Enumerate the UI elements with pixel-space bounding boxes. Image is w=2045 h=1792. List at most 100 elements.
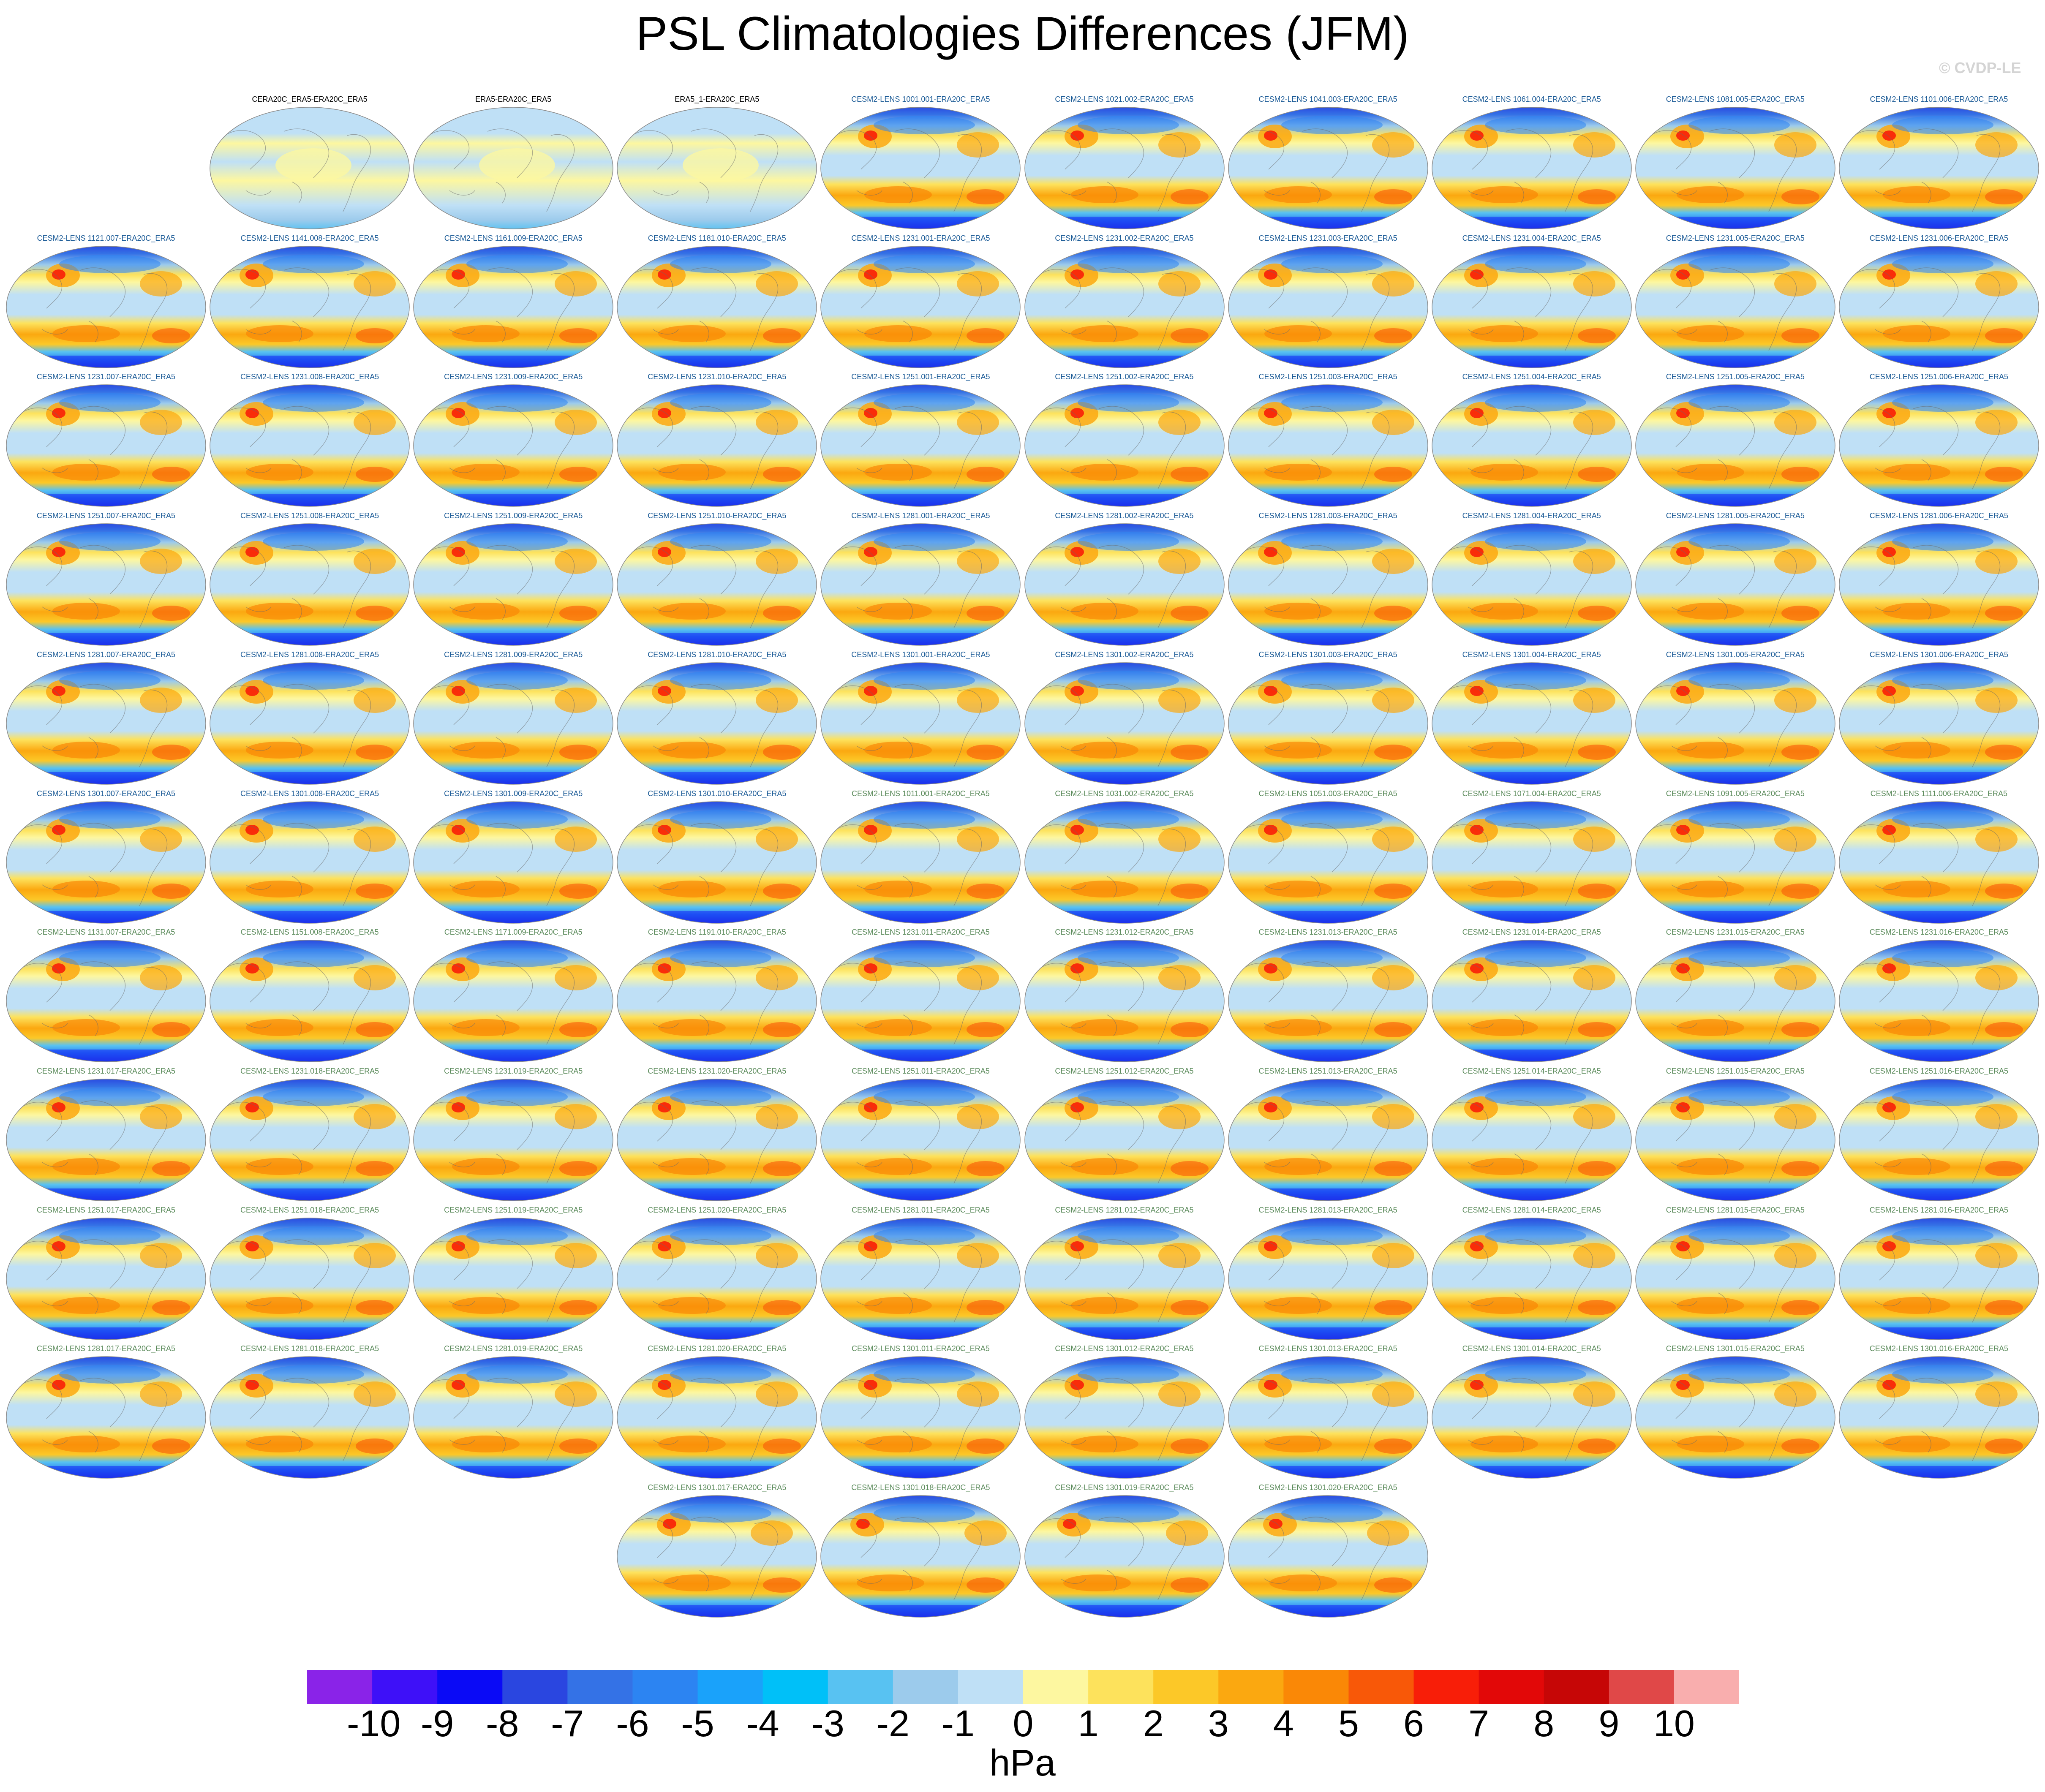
- panel-label: CESM2-LENS 1251.006-ERA20C_ERA5: [1869, 373, 2008, 381]
- panel-label: CESM2-LENS 1231.008-ERA20C_ERA5: [240, 373, 379, 381]
- map-panel: CESM2-LENS 1231.008-ERA20C_ERA5: [208, 373, 411, 508]
- map-field: [617, 384, 817, 507]
- map-field: [1228, 523, 1428, 646]
- map-panel: CESM2-LENS 1151.008-ERA20C_ERA5: [208, 928, 411, 1063]
- map-field: [6, 662, 206, 785]
- map-field: [1839, 245, 2039, 368]
- map-panel: CESM2-LENS 1281.012-ERA20C_ERA5: [1023, 1206, 1226, 1341]
- map-panel: ERA5-ERA20C_ERA5: [411, 95, 615, 230]
- map-field: [820, 245, 1021, 368]
- map-field: [1635, 523, 1835, 646]
- colorbar-tick-label: 7: [1468, 1702, 1490, 1744]
- map-panel: CESM2-LENS 1281.003-ERA20C_ERA5: [1226, 511, 1430, 647]
- map-field: [413, 662, 613, 785]
- map-field: [820, 1495, 1021, 1618]
- panel-label: CESM2-LENS 1181.010-ERA20C_ERA5: [648, 234, 786, 242]
- map-panel: CESM2-LENS 1061.004-ERA20C_ERA5: [1430, 95, 1634, 230]
- colorbar-tick-label: -8: [486, 1702, 519, 1744]
- map-field: [1635, 107, 1835, 229]
- panel-label: CESM2-LENS 1151.008-ERA20C_ERA5: [240, 928, 379, 937]
- map-panel: CESM2-LENS 1281.008-ERA20C_ERA5: [208, 650, 411, 786]
- map-field: [1431, 1079, 1632, 1201]
- map-panel: CERA20C_ERA5-ERA20C_ERA5: [208, 95, 411, 230]
- panel-label: CESM2-LENS 1281.012-ERA20C_ERA5: [1055, 1205, 1194, 1214]
- colorbar-swatch: [1479, 1670, 1544, 1704]
- panel-label: CESM2-LENS 1251.018-ERA20C_ERA5: [240, 1205, 379, 1214]
- map-panel: CESM2-LENS 1251.011-ERA20C_ERA5: [819, 1067, 1022, 1202]
- panel-label: CESM2-LENS 1281.005-ERA20C_ERA5: [1666, 511, 1805, 520]
- map-panel: CESM2-LENS 1301.008-ERA20C_ERA5: [208, 789, 411, 925]
- map-panel: CESM2-LENS 1011.001-ERA20C_ERA5: [819, 789, 1022, 925]
- panel-label: CESM2-LENS 1301.010-ERA20C_ERA5: [648, 789, 787, 798]
- map-panel: CESM2-LENS 1071.004-ERA20C_ERA5: [1430, 789, 1634, 925]
- panel-label: CESM2-LENS 1281.006-ERA20C_ERA5: [1869, 511, 2008, 520]
- map-field: [1024, 107, 1225, 229]
- map-field: [820, 1356, 1021, 1479]
- map-panel: CESM2-LENS 1281.020-ERA20C_ERA5: [615, 1344, 819, 1479]
- map-field: [1635, 245, 1835, 368]
- panel-label: CESM2-LENS 1111.006-ERA20C_ERA5: [1870, 789, 2007, 798]
- map-panel: CESM2-LENS 1301.005-ERA20C_ERA5: [1634, 650, 1837, 786]
- panel-label: CESM2-LENS 1231.003-ERA20C_ERA5: [1258, 234, 1397, 242]
- map-field: [1024, 523, 1225, 646]
- map-field: [1024, 1495, 1225, 1618]
- colorbar-swatch: [307, 1670, 373, 1704]
- colorbar-swatch: [1088, 1670, 1154, 1704]
- map-panel: CESM2-LENS 1251.008-ERA20C_ERA5: [208, 511, 411, 647]
- map-field: [6, 245, 206, 368]
- panel-label: CESM2-LENS 1281.011-ERA20C_ERA5: [851, 1205, 990, 1214]
- map-field: [1431, 662, 1632, 785]
- map-field: [1431, 801, 1632, 924]
- map-panel: CESM2-LENS 1251.012-ERA20C_ERA5: [1023, 1067, 1226, 1202]
- map-panel: CESM2-LENS 1301.007-ERA20C_ERA5: [4, 789, 208, 925]
- map-panel: CESM2-LENS 1231.018-ERA20C_ERA5: [208, 1067, 411, 1202]
- map-panel: CESM2-LENS 1231.001-ERA20C_ERA5: [819, 234, 1022, 369]
- map-field: [1228, 940, 1428, 1062]
- map-field: [1839, 662, 2039, 785]
- panel-label: CESM2-LENS 1251.019-ERA20C_ERA5: [444, 1205, 583, 1214]
- map-panel: CESM2-LENS 1281.005-ERA20C_ERA5: [1634, 511, 1837, 647]
- map-field: [413, 384, 613, 507]
- colorbar-swatch: [437, 1670, 503, 1704]
- panel-label: CESM2-LENS 1231.005-ERA20C_ERA5: [1666, 234, 1805, 242]
- map-panel: CESM2-LENS 1301.011-ERA20C_ERA5: [819, 1344, 1022, 1479]
- panel-label: CESM2-LENS 1021.002-ERA20C_ERA5: [1055, 95, 1194, 103]
- colorbar-tick-label: -9: [421, 1702, 454, 1744]
- panel-label: CESM2-LENS 1251.014-ERA20C_ERA5: [1462, 1066, 1601, 1075]
- panel-label: CESM2-LENS 1251.002-ERA20C_ERA5: [1055, 373, 1194, 381]
- panel-label: CESM2-LENS 1301.005-ERA20C_ERA5: [1666, 650, 1805, 659]
- panel-label: CESM2-LENS 1301.013-ERA20C_ERA5: [1258, 1344, 1397, 1353]
- map-field: [1431, 384, 1632, 507]
- panel-label: CESM2-LENS 1301.009-ERA20C_ERA5: [444, 789, 583, 798]
- map-field: [1228, 1217, 1428, 1340]
- panel-label: CESM2-LENS 1281.003-ERA20C_ERA5: [1258, 511, 1397, 520]
- map-panel: CESM2-LENS 1091.005-ERA20C_ERA5: [1634, 789, 1837, 925]
- map-panel: CESM2-LENS 1281.014-ERA20C_ERA5: [1430, 1206, 1634, 1341]
- map-panel: CESM2-LENS 1251.017-ERA20C_ERA5: [4, 1206, 208, 1341]
- panel-label: CERA20C_ERA5-ERA20C_ERA5: [252, 95, 368, 103]
- colorbar-units: hPa: [989, 1742, 1056, 1784]
- map-field: [1839, 107, 2039, 229]
- map-field: [1839, 523, 2039, 646]
- map-field: [1431, 245, 1632, 368]
- colorbar-tick-label: -7: [551, 1702, 584, 1744]
- map-field: [1228, 801, 1428, 924]
- map-field: [1024, 1079, 1225, 1201]
- panel-label: CESM2-LENS 1251.008-ERA20C_ERA5: [240, 511, 379, 520]
- map-field: [1024, 662, 1225, 785]
- map-field: [617, 1079, 817, 1201]
- colorbar-tick-label: -10: [347, 1702, 401, 1744]
- map-panel: CESM2-LENS 1251.010-ERA20C_ERA5: [615, 511, 819, 647]
- map-panel: CESM2-LENS 1051.003-ERA20C_ERA5: [1226, 789, 1430, 925]
- colorbar-tick-label: 5: [1338, 1702, 1359, 1744]
- panel-label: CESM2-LENS 1281.004-ERA20C_ERA5: [1462, 511, 1601, 520]
- panel-label: ERA5_1-ERA20C_ERA5: [675, 95, 760, 103]
- map-panel: CESM2-LENS 1251.018-ERA20C_ERA5: [208, 1206, 411, 1341]
- colorbar-tick-label: 6: [1403, 1702, 1424, 1744]
- map-panel: CESM2-LENS 1301.014-ERA20C_ERA5: [1430, 1344, 1634, 1479]
- colorbar-swatch: [1544, 1670, 1609, 1704]
- panel-label: CESM2-LENS 1251.013-ERA20C_ERA5: [1258, 1066, 1397, 1075]
- map-field: [1024, 940, 1225, 1062]
- map-panel: CESM2-LENS 1131.007-ERA20C_ERA5: [4, 928, 208, 1063]
- map-field: [1228, 1079, 1428, 1201]
